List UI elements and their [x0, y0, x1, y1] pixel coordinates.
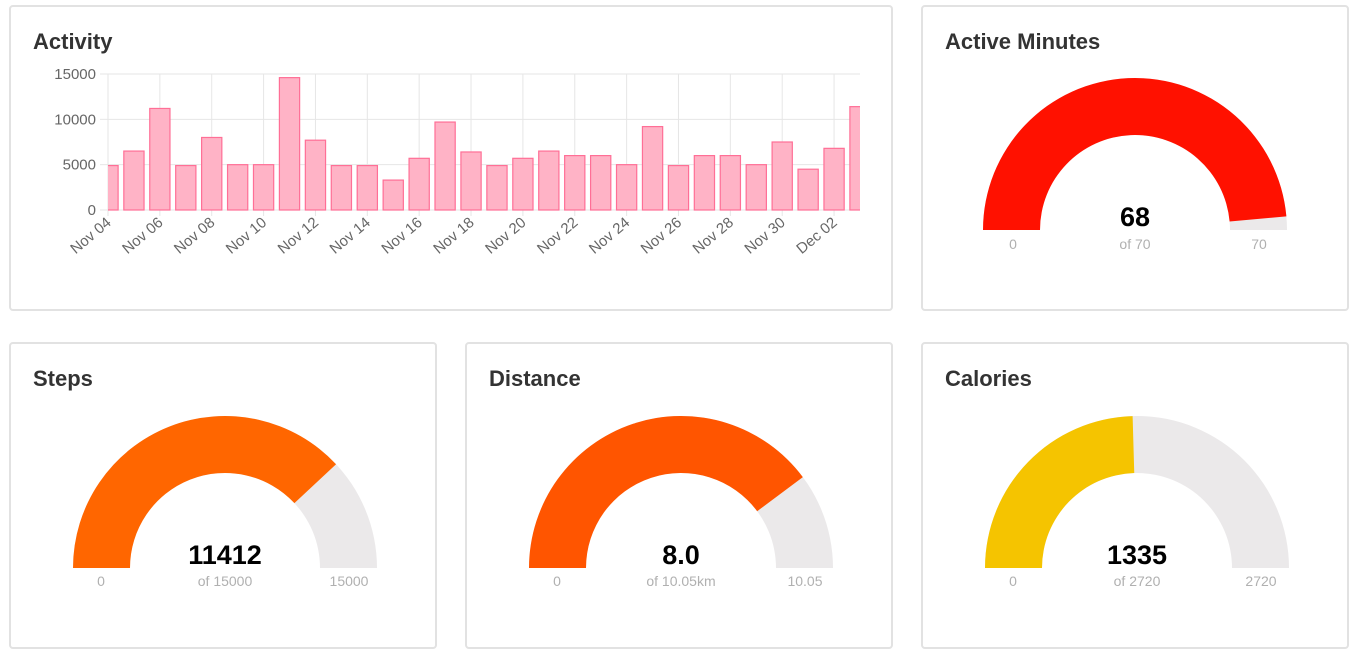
activity-bar: [719, 155, 742, 211]
activity-bar: [252, 164, 275, 211]
distance-min-label: 0: [553, 573, 561, 589]
steps-value: 11412: [188, 540, 262, 570]
distance-card: Distance 8.0 of 10.05km 0 10.05: [465, 342, 893, 649]
activity-bar: [304, 139, 327, 211]
activity-bar: [460, 151, 482, 211]
activity-bar: [434, 121, 456, 211]
calories-value: 1335: [1106, 540, 1168, 570]
active-minutes-value: 68: [1119, 202, 1151, 232]
activity-bar: [823, 147, 845, 211]
active-minutes-title: Active Minutes: [945, 29, 1101, 54]
activity-bar: [615, 164, 638, 211]
gauge-fill: [985, 416, 1135, 568]
x-tick-label: Nov 08: [171, 214, 218, 258]
activity-bar: [589, 155, 612, 211]
steps-target: of 15000: [197, 573, 253, 589]
calories-gauge: [985, 416, 1289, 568]
x-tick-label: Nov 12: [275, 214, 322, 258]
activity-title: Activity: [33, 29, 113, 54]
distance-value: 8.0: [662, 540, 700, 570]
activity-bar: [797, 168, 819, 211]
activity-bar: [745, 164, 767, 211]
x-tick-label: Nov 14: [327, 214, 374, 258]
x-tick-label: Nov 10: [223, 214, 270, 258]
activity-bar: [108, 164, 119, 211]
gauge-fill: [73, 416, 337, 568]
activity-bar: [849, 106, 860, 211]
gauge-fill: [529, 416, 803, 568]
calories-card: Calories 1335 of 2720 0 2720: [921, 342, 1349, 649]
distance-max-label: 10.05: [787, 573, 823, 589]
x-tick-label: Nov 28: [690, 214, 737, 258]
y-tick-label: 10000: [54, 111, 96, 128]
distance-gauge: [529, 416, 833, 568]
active-minutes-min-label: 0: [1009, 236, 1017, 252]
activity-card: Activity 0 5000 10000 15000 Nov 04 Nov 06 Nov …: [9, 5, 893, 311]
calories-title: Calories: [945, 366, 1032, 391]
x-tick-label: Nov 30: [741, 214, 788, 258]
steps-gauge: [73, 416, 377, 568]
active-minutes-gauge: [983, 78, 1287, 231]
x-tick-label: Nov 18: [430, 214, 477, 258]
y-tick-label: 0: [88, 202, 96, 219]
distance-target: of 10.05km: [646, 573, 716, 589]
activity-bar: [538, 150, 560, 211]
steps-min-label: 0: [97, 573, 105, 589]
y-tick-label: 5000: [63, 157, 96, 174]
activity-bar: [693, 155, 716, 211]
activity-bar: [226, 164, 249, 211]
activity-bar: [667, 164, 690, 211]
steps-max-label: 15000: [329, 573, 369, 589]
x-tick-label: Nov 24: [586, 214, 633, 258]
activity-bar: [486, 164, 508, 211]
x-tick-label: Nov 26: [638, 214, 685, 258]
activity-bar: [330, 164, 353, 211]
calories-target: of 2720: [1113, 573, 1161, 589]
x-tick-label: Nov 04: [67, 214, 114, 258]
activity-bar: [356, 164, 379, 211]
active-minutes-target: of 70: [1119, 236, 1151, 252]
x-tick-label: Nov 06: [119, 214, 166, 258]
x-tick-label: Nov 16: [378, 214, 425, 258]
y-tick-label: 15000: [54, 66, 96, 83]
x-tick-label: Dec 02: [793, 214, 840, 258]
calories-min-label: 0: [1009, 573, 1017, 589]
x-tick-label: Nov 22: [534, 214, 581, 258]
activity-bar: [278, 77, 301, 211]
activity-bar: [175, 164, 197, 211]
steps-card: Steps 11412 of 15000 0 15000: [9, 342, 437, 649]
active-minutes-max-label: 70: [1251, 236, 1267, 252]
x-tick-label: Nov 20: [482, 214, 529, 258]
activity-bar: [382, 179, 404, 211]
activity-bar: [408, 157, 430, 211]
activity-bar: [201, 136, 223, 211]
activity-bar: [564, 155, 586, 211]
gauge-fill: [983, 78, 1287, 231]
calories-max-label: 2720: [1245, 573, 1277, 589]
steps-title: Steps: [33, 366, 93, 391]
active-minutes-card: Active Minutes 68 of 70 0 70: [921, 5, 1349, 311]
activity-bar: [149, 107, 171, 211]
distance-title: Distance: [489, 366, 581, 391]
activity-bar: [512, 157, 534, 211]
activity-bar: [641, 125, 664, 211]
activity-bar: [123, 150, 145, 211]
activity-bar: [771, 141, 793, 211]
